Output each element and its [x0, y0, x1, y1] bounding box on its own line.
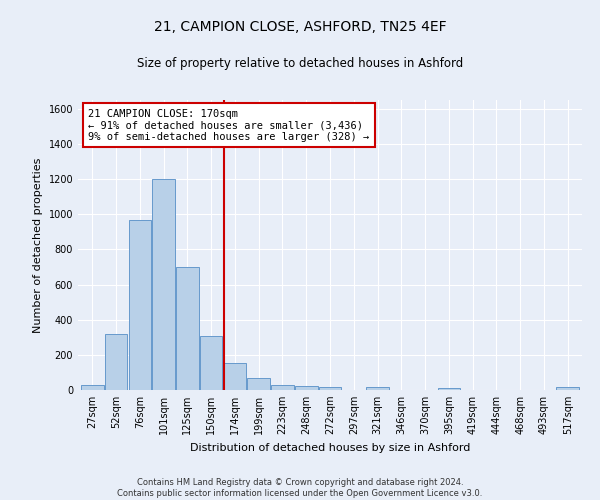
Y-axis label: Number of detached properties: Number of detached properties — [33, 158, 43, 332]
Bar — [224, 363, 246, 390]
Bar — [437, 388, 460, 390]
Bar — [152, 179, 175, 390]
Bar — [176, 267, 199, 390]
Bar — [271, 384, 294, 390]
Text: Contains HM Land Registry data © Crown copyright and database right 2024.
Contai: Contains HM Land Registry data © Crown c… — [118, 478, 482, 498]
Text: 21, CAMPION CLOSE, ASHFORD, TN25 4EF: 21, CAMPION CLOSE, ASHFORD, TN25 4EF — [154, 20, 446, 34]
Bar — [556, 388, 579, 390]
Bar — [105, 334, 127, 390]
Text: Size of property relative to detached houses in Ashford: Size of property relative to detached ho… — [137, 58, 463, 70]
Bar — [319, 388, 341, 390]
Bar — [200, 336, 223, 390]
Text: 21 CAMPION CLOSE: 170sqm
← 91% of detached houses are smaller (3,436)
9% of semi: 21 CAMPION CLOSE: 170sqm ← 91% of detach… — [88, 108, 370, 142]
Bar — [366, 388, 389, 390]
Bar — [128, 220, 151, 390]
Bar — [247, 378, 270, 390]
X-axis label: Distribution of detached houses by size in Ashford: Distribution of detached houses by size … — [190, 442, 470, 452]
Bar — [295, 386, 317, 390]
Bar — [81, 384, 104, 390]
